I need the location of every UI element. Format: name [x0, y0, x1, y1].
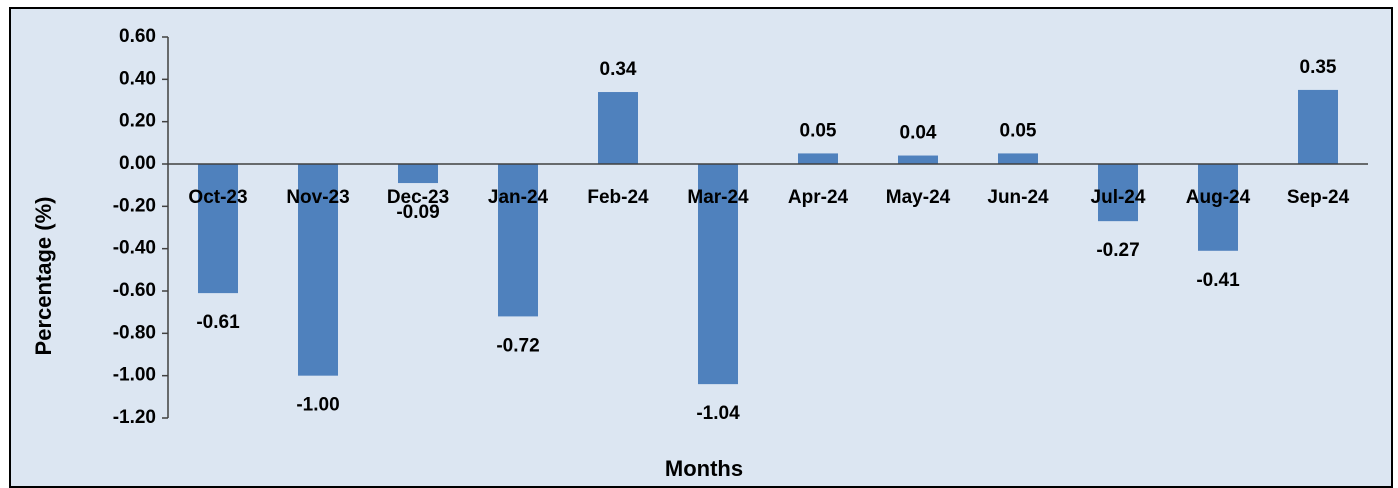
- x-tick-label: Mar-24: [687, 187, 749, 208]
- x-tick-label: Dec-23: [387, 187, 449, 208]
- bar: [898, 155, 938, 164]
- data-label: -0.27: [1096, 240, 1139, 261]
- bar: [598, 92, 638, 164]
- data-label: -0.09: [396, 202, 439, 223]
- y-tick-label: -0.40: [113, 238, 156, 259]
- data-label: -1.00: [296, 395, 339, 416]
- y-axis-title: Percentage (%): [31, 197, 56, 356]
- x-tick-label: Feb-24: [587, 187, 649, 208]
- y-tick-label: -0.80: [113, 322, 156, 343]
- bar: [1198, 164, 1238, 251]
- y-tick-label: -0.60: [113, 280, 156, 301]
- data-label: 0.05: [800, 120, 837, 141]
- data-label: -1.04: [696, 403, 740, 424]
- data-label: 0.05: [1000, 120, 1037, 141]
- x-axis-title: Months: [665, 456, 743, 481]
- x-tick-label: Oct-23: [188, 187, 247, 208]
- data-label: -0.72: [496, 335, 539, 356]
- y-tick-label: 0.00: [119, 153, 156, 174]
- data-label: 0.04: [900, 123, 937, 144]
- y-tick-label: 0.20: [119, 111, 156, 132]
- data-label: -0.41: [1196, 270, 1240, 291]
- x-tick-label: Jan-24: [488, 187, 549, 208]
- x-tick-label: Aug-24: [1186, 187, 1251, 208]
- bar: [198, 164, 238, 294]
- bar: [498, 164, 538, 317]
- x-tick-label: Apr-24: [788, 187, 849, 208]
- x-tick-label: Sep-24: [1287, 187, 1350, 208]
- data-label: 0.35: [1300, 57, 1337, 78]
- data-label: 0.34: [600, 59, 637, 80]
- bar: [298, 164, 338, 376]
- bar: [998, 153, 1038, 164]
- bar: [798, 153, 838, 164]
- bar: [398, 164, 438, 184]
- data-label: -0.61: [196, 312, 240, 333]
- y-tick-label: 0.40: [119, 68, 156, 89]
- y-tick-label: -1.20: [113, 407, 156, 428]
- x-tick-label: Jul-24: [1091, 187, 1146, 208]
- bar: [698, 164, 738, 385]
- x-tick-label: Jun-24: [987, 187, 1049, 208]
- y-tick-label: 0.60: [119, 26, 156, 47]
- y-tick-label: -0.20: [113, 195, 156, 216]
- x-tick-label: Nov-23: [286, 187, 349, 208]
- bar: [1298, 89, 1338, 164]
- x-tick-label: May-24: [886, 187, 951, 208]
- bar: [1098, 164, 1138, 222]
- y-tick-label: -1.00: [113, 365, 156, 386]
